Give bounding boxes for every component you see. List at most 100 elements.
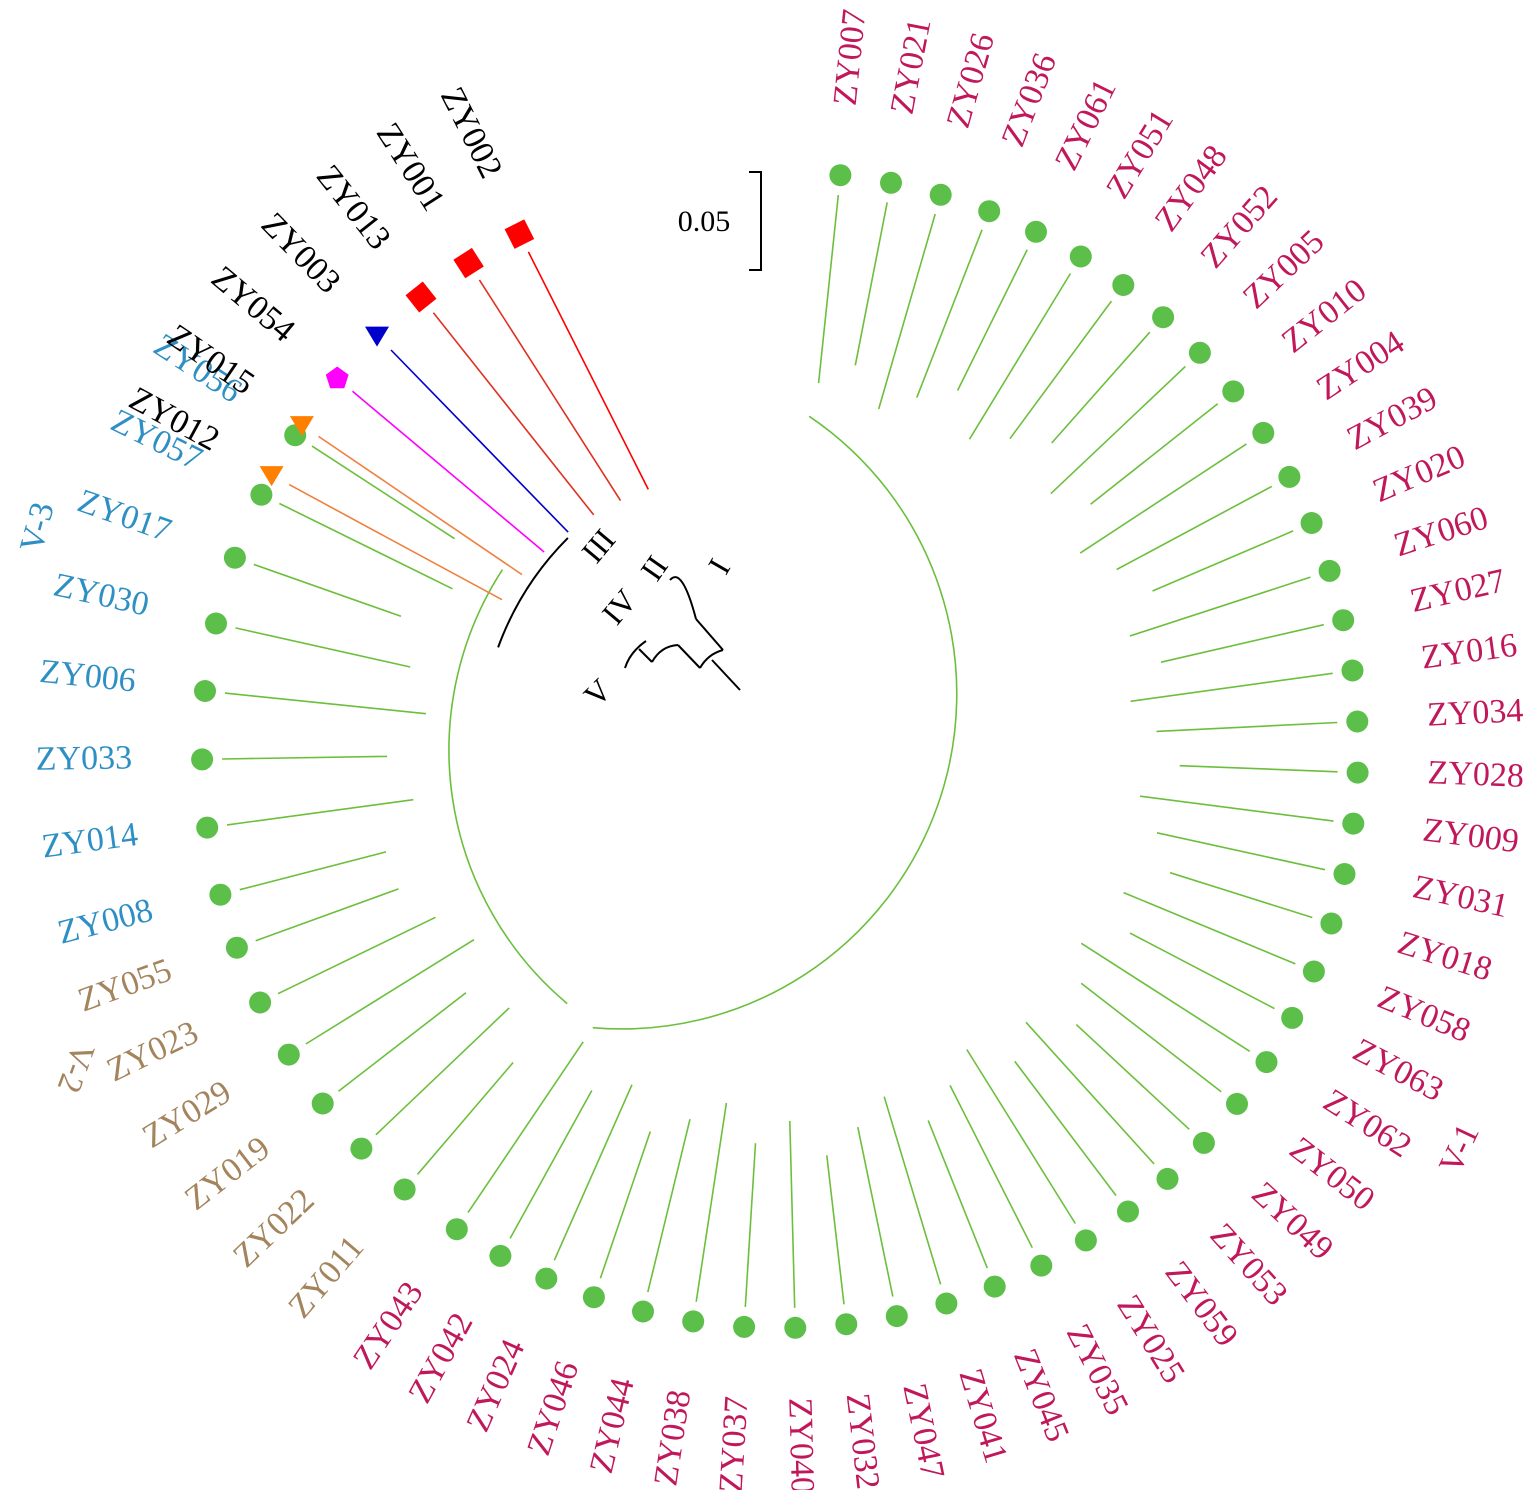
leaf-label: ZY038 (647, 1388, 698, 1489)
leaf-marker-circle (880, 171, 902, 194)
backbone-node-I (669, 576, 697, 620)
leaf-label: ZY061 (1048, 73, 1124, 176)
v1-inner-arc (592, 415, 958, 1030)
leaf-marker-circle (1320, 912, 1343, 935)
leaf-label: ZY008 (54, 892, 157, 952)
leaf-branch (883, 1096, 942, 1285)
leaf-marker-triangle (289, 416, 314, 437)
leaf-marker-circle (1333, 863, 1356, 885)
leaf-branch (599, 1131, 652, 1279)
leaf-label: ZY060 (1390, 499, 1493, 564)
leaf-marker-circle (1025, 220, 1047, 243)
leaf-branch (279, 502, 453, 590)
v2-v3-inner-arc (448, 569, 568, 1005)
leaf-marker-circle (1281, 1006, 1304, 1029)
leaf-branch (1014, 1060, 1117, 1196)
leaf-marker-square (453, 247, 484, 279)
leaf-branch (857, 1126, 894, 1297)
leaf-label: ZY044 (583, 1374, 642, 1476)
leaf-branch (949, 1085, 1034, 1249)
leaf-marker-circle (582, 1286, 605, 1309)
leaf-branch (1050, 365, 1186, 495)
leaf-branch (375, 1007, 510, 1136)
leaf-label: ZY028 (1427, 754, 1525, 795)
leaf-marker-circle (1278, 465, 1301, 488)
leaf-marker-circle (1112, 274, 1135, 296)
outgroup-label: ZY002 (433, 81, 509, 184)
outgroup-branch (318, 435, 523, 576)
backbone-branch-I (695, 618, 724, 651)
leaf-branch (927, 1120, 989, 1269)
backbone-branches (624, 576, 741, 691)
outgroup-branch (527, 251, 650, 490)
clade-label-iii: III (574, 522, 622, 570)
leaf-marker-circle (733, 1315, 756, 1338)
leaf-marker-circle (209, 883, 232, 906)
leaf-marker-circle (1074, 1229, 1097, 1252)
leaf-marker-circle (1117, 1200, 1139, 1223)
leaf-label: ZY035 (1059, 1318, 1136, 1421)
leaf-label: ZY017 (73, 483, 176, 550)
leaf-label: ZY058 (1372, 979, 1475, 1050)
leaf-branch (239, 851, 387, 891)
outgroup-branch (288, 483, 503, 601)
leaf-marker-triangle (365, 326, 389, 347)
leaf-label: ZY022 (226, 1182, 321, 1275)
leaf-branch (968, 273, 1072, 440)
clade-label-v: V (577, 672, 619, 714)
outgroup-label: ZY013 (309, 158, 398, 256)
leaf-label: ZY040 (781, 1397, 821, 1490)
leaf-branch (224, 692, 426, 715)
leaf-marker-circle (225, 936, 248, 959)
clade-label-iv: IV (595, 582, 644, 631)
leaf-branch (553, 1084, 633, 1261)
root-branch (711, 659, 741, 691)
scale-bar: 0.05 (678, 171, 762, 271)
backbone-node-4 (624, 640, 647, 669)
leaf-label: ZY006 (38, 653, 138, 700)
outgroup-label: ZY001 (369, 117, 452, 218)
leaf-branch (1075, 1024, 1190, 1130)
leaf-marker-circle (935, 1292, 958, 1315)
leaf-branch (338, 992, 467, 1092)
leaf-marker-circle (223, 546, 246, 569)
leaf-branch (1079, 443, 1247, 554)
leaf-label: ZY047 (895, 1380, 951, 1482)
leaf-marker-circle (196, 816, 219, 839)
leaf-marker-circle (835, 1313, 858, 1336)
leaf-marker-circle (978, 200, 1001, 223)
leaf-branch (877, 213, 936, 410)
leaf-branch (311, 445, 456, 540)
leaf-branch (1156, 721, 1338, 733)
leaf-branch (647, 1119, 691, 1293)
leaf-marker-circle (1192, 1131, 1215, 1154)
leaf-branch (1116, 485, 1273, 571)
leaf-branch (1160, 623, 1324, 663)
leaf-marker-triangle (259, 466, 284, 487)
leaf-label: ZY046 (520, 1357, 586, 1460)
leaf-marker-circle (1346, 710, 1369, 733)
leaf-marker-circle (784, 1316, 807, 1339)
leaf-marker-circle (205, 612, 227, 635)
leaf-branch (1051, 331, 1151, 444)
leaf-branch (695, 1102, 728, 1302)
leaf-branch (255, 888, 399, 942)
group-label-v3: V-3 (13, 498, 62, 556)
leaf-branch (789, 1120, 796, 1308)
leaf-branch (1080, 942, 1251, 1052)
leaf-marker-circle (311, 1092, 334, 1115)
leaf-marker-circle (632, 1300, 654, 1323)
outgroup-label: ZY003 (254, 206, 348, 301)
leaf-label: ZY029 (136, 1073, 237, 1155)
leaf-marker-circle (445, 1218, 468, 1241)
leaf-branch (1130, 672, 1333, 703)
leaf-branch (854, 202, 888, 366)
leaf-branch (1129, 576, 1311, 637)
leaf-marker-circle (1069, 245, 1092, 268)
leaf-marker-circle (250, 483, 273, 506)
leaf-label: ZY033 (35, 739, 132, 778)
leaf-label: ZY009 (1421, 811, 1521, 860)
leaf-branch (1152, 530, 1294, 592)
